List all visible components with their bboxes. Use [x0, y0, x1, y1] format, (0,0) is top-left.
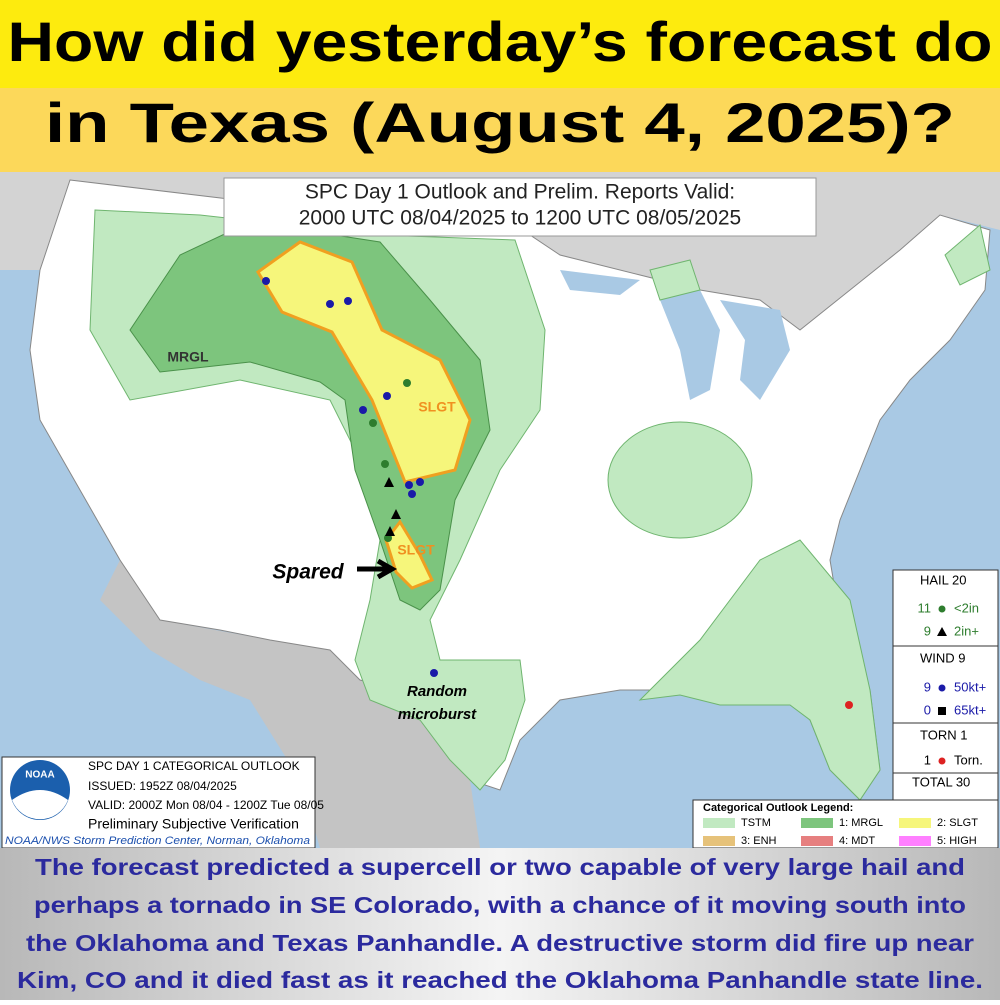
large-hail-report	[391, 509, 401, 519]
spared-label: Spared	[272, 561, 344, 584]
legend-symbol	[937, 627, 947, 636]
large-hail-report	[385, 526, 395, 536]
caption-band	[0, 848, 1000, 1000]
wind-report	[416, 478, 424, 486]
category-label: 4: MDT	[839, 835, 875, 847]
tornado-report	[845, 701, 853, 709]
map-title: 2000 UTC 08/04/2025 to 1200 UTC 08/05/20…	[299, 207, 741, 230]
legend-count: 0	[924, 702, 931, 717]
wind-report	[430, 669, 438, 677]
legend-heading: WIND 9	[920, 650, 966, 665]
lake	[560, 270, 640, 295]
wind-report	[326, 300, 334, 308]
mrgl-label: MRGL	[167, 349, 209, 365]
mrgl-area	[129, 221, 491, 611]
microburst-label: microburst	[398, 706, 477, 723]
category-swatch	[703, 818, 735, 828]
reports-legend: HAIL 20 11 <2in 9 2in+ WIND 9 9 50kt+ 0 …	[892, 569, 999, 821]
legend-heading: TORN 1	[920, 727, 967, 742]
title-line: How did yesterday’s forecast do	[8, 10, 993, 73]
category-label: 1: MRGL	[839, 817, 883, 829]
caption-line: Kim, CO and it died fast as it reached t…	[17, 967, 983, 993]
slgt-label: SLGT	[418, 399, 456, 415]
wind-report	[359, 406, 367, 414]
category-legend-frame	[692, 799, 999, 849]
title-line: in Texas (August 4, 2025)?	[45, 91, 955, 154]
caption-line: the Oklahoma and Texas Panhandle. A dest…	[26, 930, 974, 956]
legend-label: 50kt+	[954, 679, 986, 694]
arrow	[357, 558, 398, 580]
category-swatch	[703, 836, 735, 846]
map-title-box	[223, 177, 817, 237]
tstm-area	[607, 421, 753, 539]
tstm-area	[944, 224, 991, 286]
slgt-area	[384, 519, 435, 590]
caption-line: The forecast predicted a supercell or tw…	[35, 854, 965, 880]
legend-symbol	[938, 684, 946, 692]
slgt-area	[256, 240, 472, 484]
legend-symbol	[938, 707, 946, 715]
hail-report	[403, 379, 411, 387]
lake	[720, 300, 790, 400]
caption-line: perhaps a tornado in SE Colorado, with a…	[34, 892, 966, 918]
legend-symbol	[938, 605, 946, 613]
hail-report	[369, 419, 377, 427]
large-hail-report	[384, 477, 394, 487]
lake	[660, 290, 720, 400]
info-line: ISSUED: 1952Z 08/04/2025	[88, 779, 237, 793]
legend-total: TOTAL 30	[912, 774, 970, 789]
category-swatch	[899, 836, 931, 846]
info-line: NOAA/NWS Storm Prediction Center, Norman…	[5, 835, 310, 847]
noaa-logo-text: NOAA	[25, 770, 54, 781]
legend-count: 9	[924, 679, 931, 694]
header-band	[0, 0, 1000, 88]
wind-report	[405, 481, 413, 489]
category-label: TSTM	[741, 817, 771, 829]
legend-count: 1	[924, 752, 931, 767]
header-band	[0, 88, 1000, 172]
slgt-label: SLGT	[397, 542, 435, 558]
wind-report	[344, 297, 352, 305]
info-line: Preliminary Subjective Verification	[88, 816, 299, 832]
legend-label: Torn.	[954, 752, 983, 767]
noaa-logo-gull	[12, 790, 68, 820]
legend-box	[892, 569, 999, 821]
legend-label: <2in	[954, 600, 979, 615]
info-box: NOAA SPC DAY 1 CATEGORICAL OUTLOOK ISSUE…	[1, 756, 324, 849]
category-label: 2: SLGT	[937, 817, 978, 829]
microburst-label: Random	[407, 683, 467, 700]
category-legend: Categorical Outlook Legend: TSTM 1: MRGL 2…	[692, 799, 999, 849]
hail-report	[381, 460, 389, 468]
wind-report	[262, 277, 270, 285]
legend-label: 2in+	[954, 623, 979, 638]
legend-heading: HAIL 20	[920, 572, 967, 587]
category-swatch	[801, 818, 833, 828]
category-swatch	[899, 818, 931, 828]
wind-report	[408, 490, 416, 498]
map-title: SPC Day 1 Outlook and Prelim. Reports Va…	[305, 181, 735, 204]
tstm-area	[649, 259, 701, 301]
legend-symbol	[938, 757, 946, 765]
tstm-area	[638, 539, 881, 801]
legend-label: 65kt+	[954, 702, 986, 717]
legend-count: 9	[924, 623, 931, 638]
info-line: SPC DAY 1 CATEGORICAL OUTLOOK	[88, 759, 300, 773]
category-legend-title: Categorical Outlook Legend:	[703, 802, 853, 814]
category-label: 3: ENH	[741, 835, 777, 847]
wind-report	[383, 392, 391, 400]
map: MRGL SLGT SLGT Spared Random microburst …	[0, 172, 1000, 849]
category-label: 5: HIGH	[937, 835, 977, 847]
legend-count: 11	[918, 600, 932, 615]
info-line: VALID: 2000Z Mon 08/04 - 1200Z Tue 08/05	[88, 798, 324, 812]
category-swatch	[801, 836, 833, 846]
mexico	[100, 560, 480, 848]
